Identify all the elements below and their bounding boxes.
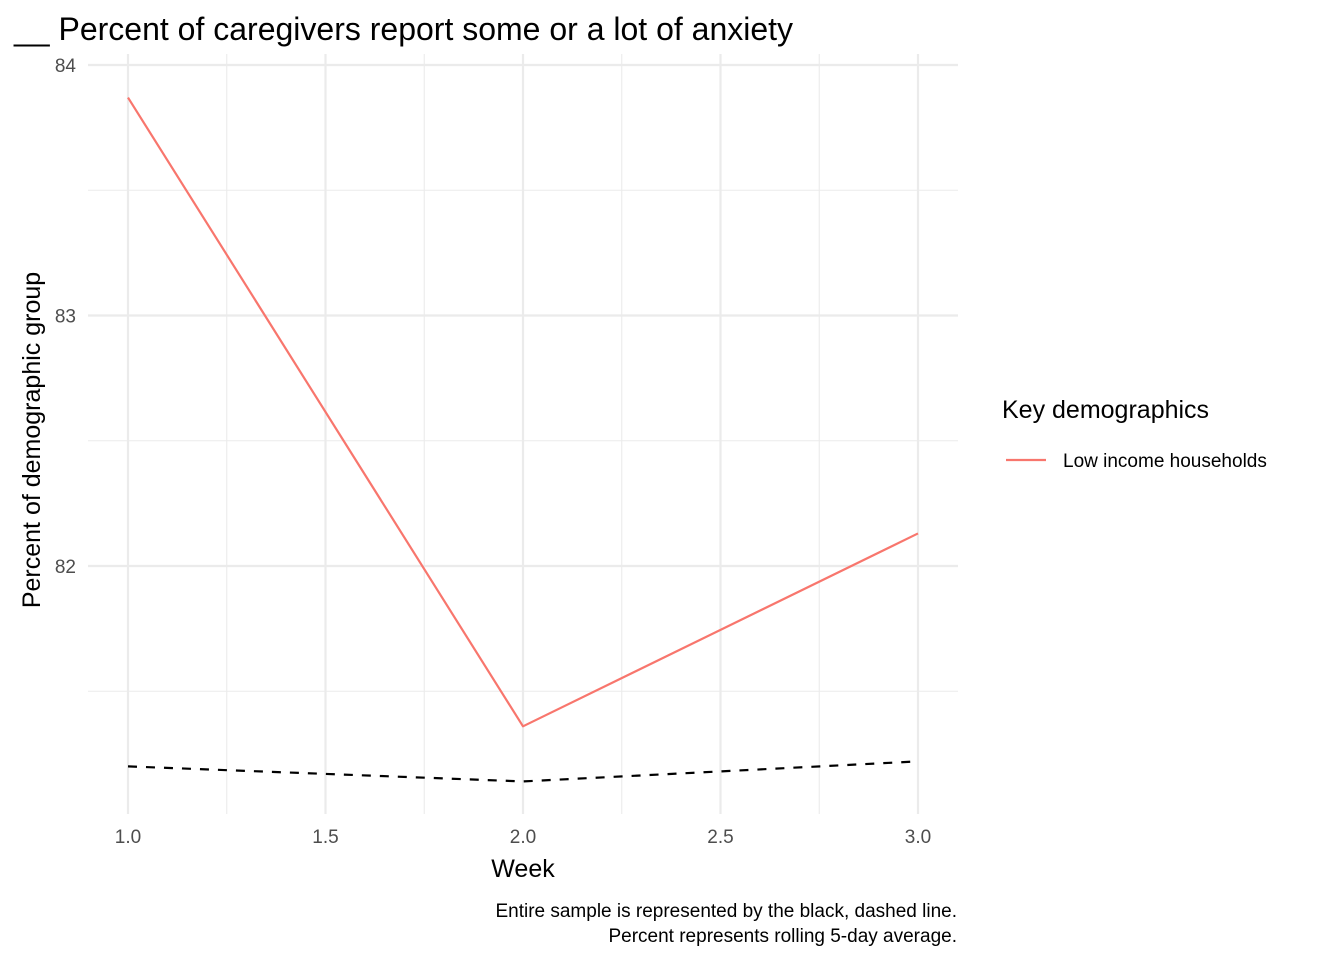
y-tick-label: 83	[55, 307, 76, 328]
series-line-entire-sample	[127, 760, 919, 783]
x-axis-title: Week	[491, 855, 555, 883]
legend: Key demographics Low income households	[1002, 396, 1267, 472]
axis-tick-labels: 1.0 1.5 2.0 2.5 3.0 82 83 84	[55, 56, 931, 848]
x-tick-label: 1.0	[115, 827, 141, 848]
y-axis-title: Percent of demographic group	[18, 272, 46, 608]
y-tick-label: 84	[55, 56, 77, 77]
caption-line-2: Percent represents rolling 5-day average…	[608, 926, 957, 947]
series-line-low-income-households	[127, 96, 919, 728]
x-tick-label: 3.0	[905, 827, 931, 848]
x-tick-label: 2.5	[707, 827, 733, 848]
legend-title: Key demographics	[1002, 396, 1209, 424]
caption-line-1: Entire sample is represented by the blac…	[495, 901, 957, 922]
series-lines	[127, 96, 919, 783]
x-tick-label: 1.5	[312, 827, 338, 848]
y-tick-label: 82	[55, 557, 76, 578]
chart-title: __ Percent of caregivers report some or …	[13, 11, 793, 47]
legend-label-low-income-households: Low income households	[1063, 451, 1267, 472]
grid-lines	[88, 54, 958, 814]
x-tick-label: 2.0	[510, 827, 536, 848]
